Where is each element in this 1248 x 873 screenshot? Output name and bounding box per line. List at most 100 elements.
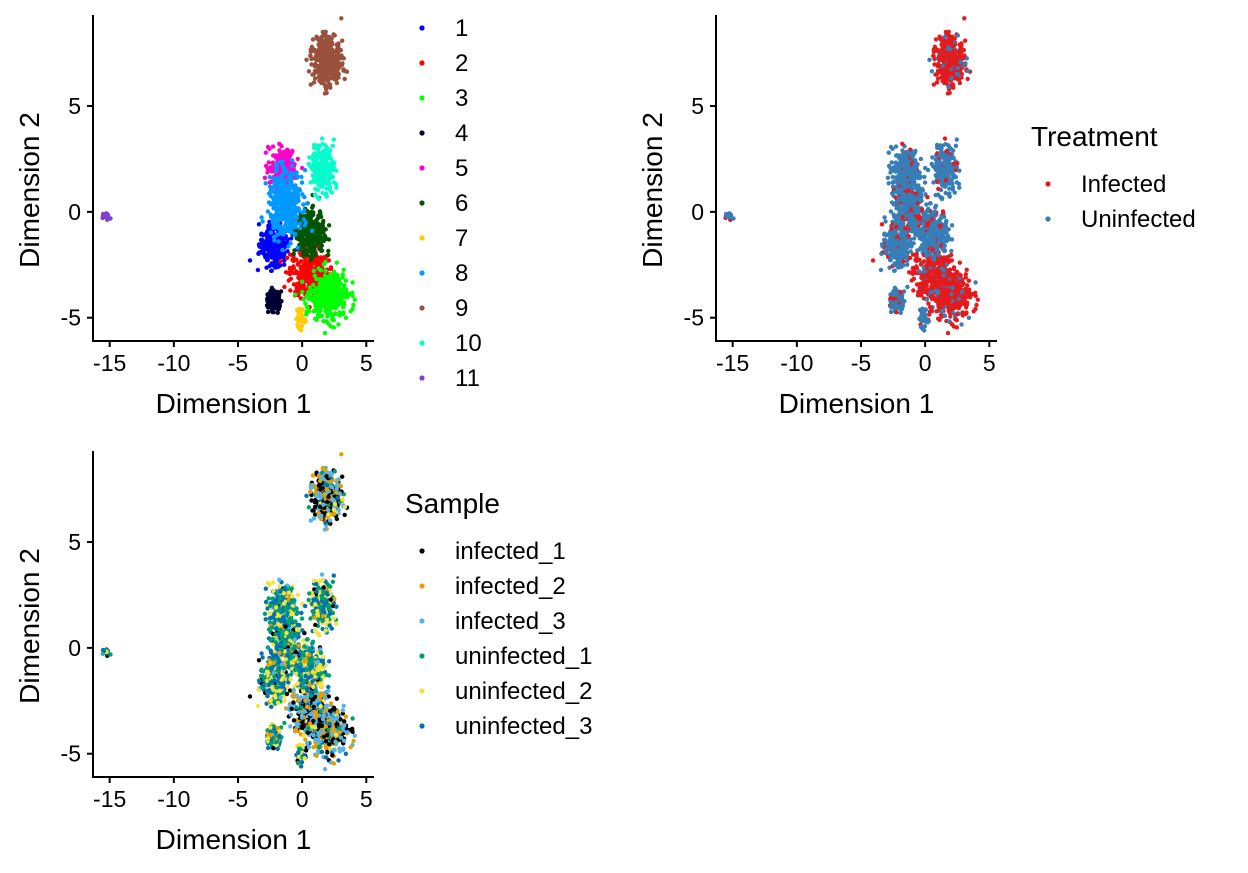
data-point [304,201,310,206]
data-point [280,247,285,253]
data-point [934,268,939,274]
data-point [308,254,314,259]
data-point [325,63,330,68]
data-point [326,167,331,172]
legend-key [419,200,425,206]
data-point [320,153,326,158]
data-point [286,244,291,249]
data-point [962,16,967,21]
data-point [306,239,311,244]
data-point [289,236,294,241]
data-point [894,310,899,315]
data-point [906,171,911,176]
data-point [282,284,287,290]
data-point [319,34,325,39]
data-point [898,310,903,315]
data-point [276,223,281,229]
data-point [302,194,307,200]
data-point [311,248,316,254]
data-point [271,234,277,240]
data-point [920,273,925,279]
data-point [319,313,325,319]
data-point [911,288,916,293]
data-point [905,207,910,212]
data-point [944,298,949,303]
data-point [316,47,322,52]
data-point [324,51,329,56]
data-point [290,210,295,215]
data-point [900,148,905,153]
data-point [336,322,341,327]
data-point [337,294,342,299]
data-point [925,320,930,325]
data-point [271,224,276,230]
data-point [904,165,910,170]
data-point [957,279,963,284]
data-point [281,165,287,170]
data-point [892,268,897,273]
data-point [891,167,896,172]
data-point [288,276,294,281]
data-point [325,314,330,319]
legend-label: 10 [455,330,482,357]
data-point [953,271,959,276]
data-point [291,258,296,263]
data-point [917,175,922,180]
data-point [288,241,293,246]
data-point [942,248,948,253]
data-point [909,154,915,159]
data-point [307,216,312,222]
data-point [900,141,905,146]
data-point [918,191,923,196]
data-point [896,259,901,264]
data-point [268,296,274,302]
data-point [269,262,274,267]
data-point [946,303,952,308]
data-point [313,301,318,307]
data-point [944,277,950,282]
data-point [342,68,348,74]
data-point [888,309,894,315]
data-point [339,16,344,21]
data-point [302,223,307,228]
data-point [891,289,896,294]
data-point [965,283,970,288]
data-point [277,297,282,302]
data-point [315,312,321,318]
data-point [946,288,951,293]
data-point [318,226,323,232]
data-point [330,317,335,322]
data-point [892,189,898,194]
data-point [320,182,325,188]
points-clusters [100,16,357,336]
data-point [335,59,340,65]
data-point [330,292,335,297]
data-point [314,145,319,151]
data-point [292,201,297,206]
data-point [263,150,268,155]
data-point [324,163,329,168]
data-point [302,208,307,213]
data-point [318,255,324,260]
data-point [901,191,907,197]
data-point [291,171,296,176]
data-point [321,230,326,235]
data-point [321,218,326,224]
data-point [933,243,938,248]
data-point [337,313,342,318]
data-point [312,192,318,197]
data-point [940,309,945,314]
data-point [903,247,908,253]
data-point [306,289,311,295]
data-point [306,161,311,167]
data-point [900,214,905,220]
data-point [322,91,328,96]
data-point [328,172,333,177]
data-point [313,54,319,59]
data-point [285,237,290,242]
data-point [884,246,889,252]
data-point [946,319,952,324]
data-point [334,168,339,173]
data-point [317,303,323,308]
